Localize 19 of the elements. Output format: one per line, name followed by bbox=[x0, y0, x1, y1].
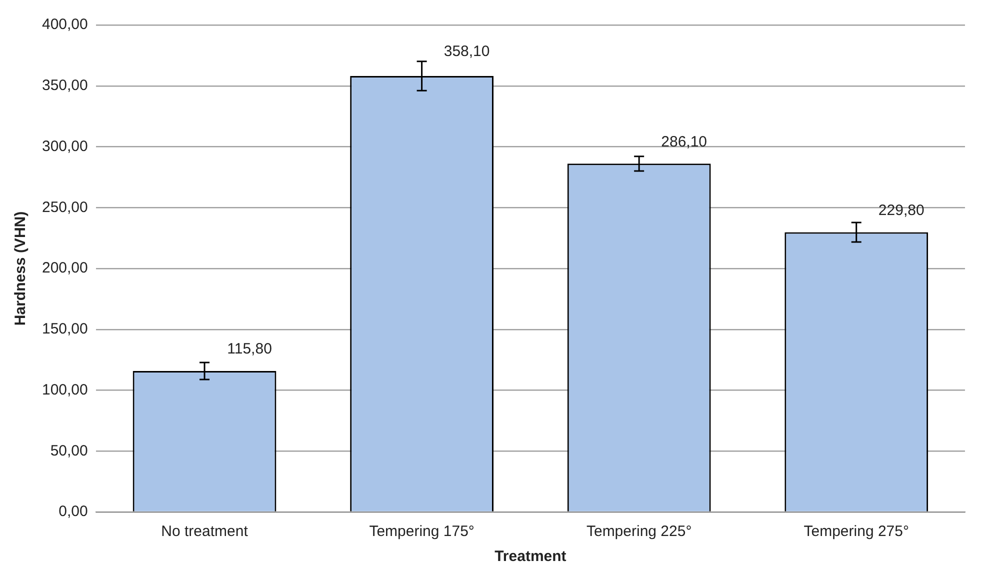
x-tick-label: Tempering 275° bbox=[804, 523, 909, 540]
y-tick-label: 250,00 bbox=[42, 198, 88, 216]
y-tick-label: 400,00 bbox=[42, 16, 88, 34]
y-tick-label: 100,00 bbox=[42, 381, 88, 398]
data-label: 115,80 bbox=[227, 340, 272, 358]
x-tick-label: Tempering 175° bbox=[369, 523, 474, 540]
y-axis-title: Hardness (VHN) bbox=[12, 211, 30, 326]
x-tick-label: Tempering 225° bbox=[586, 523, 692, 540]
y-tick-label: 200,00 bbox=[42, 260, 88, 277]
y-tick-label: 350,00 bbox=[42, 77, 88, 94]
data-label: 358,10 bbox=[444, 43, 490, 60]
data-label: 286,10 bbox=[661, 133, 708, 150]
data-label: 229,80 bbox=[878, 202, 924, 219]
y-tick-label: 50,00 bbox=[50, 442, 88, 460]
x-axis-title: Treatment bbox=[494, 548, 566, 566]
y-tick-label: 150,00 bbox=[42, 320, 88, 338]
y-tick-label: 300,00 bbox=[42, 138, 88, 155]
y-tick-label: 0,00 bbox=[58, 503, 88, 520]
x-tick-label: No treatment bbox=[161, 523, 249, 540]
